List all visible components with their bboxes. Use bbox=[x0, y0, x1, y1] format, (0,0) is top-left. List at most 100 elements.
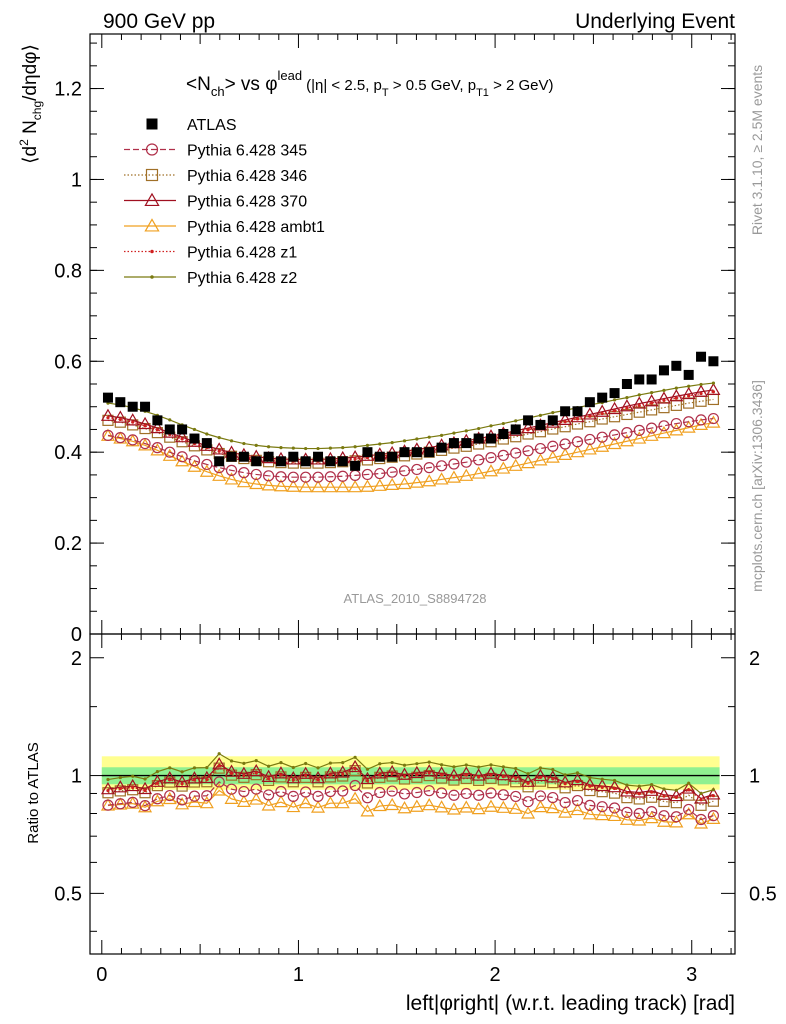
ratio-point-p345-13 bbox=[262, 789, 275, 801]
point-p345-3 bbox=[139, 437, 151, 450]
ytick-label: 0 bbox=[71, 624, 82, 646]
ratio-point-p370-12 bbox=[249, 763, 264, 777]
point-p345-35 bbox=[534, 442, 547, 455]
ratio-point-p370-13 bbox=[261, 769, 276, 782]
ratio-point-z2-35 bbox=[538, 766, 543, 770]
ratio-point-z2-26 bbox=[427, 760, 431, 764]
ratio-point-p345-38 bbox=[571, 794, 584, 807]
series-p345 bbox=[102, 412, 720, 483]
ratio-point-z1-3 bbox=[143, 788, 147, 793]
point-p345-39 bbox=[584, 433, 596, 446]
ratio-point-p345-44 bbox=[646, 806, 658, 818]
point-z1-1 bbox=[118, 417, 122, 422]
point-p370-43 bbox=[632, 396, 647, 409]
point-z1-48 bbox=[699, 391, 703, 396]
ratio-point-p345-34 bbox=[522, 796, 534, 808]
point-ambt1-33 bbox=[508, 458, 523, 471]
ratio-point-p370-1 bbox=[113, 780, 128, 793]
ratio-point-z1-27 bbox=[439, 773, 444, 777]
point-p346-48 bbox=[695, 395, 707, 407]
point-ambt1-38 bbox=[570, 444, 585, 458]
point-z2-42 bbox=[625, 396, 629, 400]
point-p345-6 bbox=[176, 451, 188, 463]
ytick-label: 0.2 bbox=[54, 533, 82, 555]
ratio-point-z1-14 bbox=[279, 773, 283, 777]
ylabel-c: /dηdφ⟩ bbox=[20, 44, 41, 101]
ratio-point-ambt1-12 bbox=[249, 792, 264, 805]
point-ambt1-40 bbox=[595, 439, 610, 452]
point-z2-7 bbox=[192, 427, 197, 432]
ratio-point-z2-29 bbox=[464, 763, 468, 767]
ratio-point-p345-15 bbox=[287, 790, 299, 803]
ratio-point-ambt1-3 bbox=[138, 800, 153, 813]
legend-marker-ATLAS bbox=[146, 118, 158, 130]
point-ATLAS-44 bbox=[646, 374, 657, 385]
point-z2-47 bbox=[687, 384, 691, 388]
point-p345-42 bbox=[621, 427, 633, 439]
point-ambt1-18 bbox=[323, 479, 338, 493]
ratio-point-z1-26 bbox=[427, 771, 431, 775]
point-p370-41 bbox=[607, 401, 622, 415]
ratio-point-z2-14 bbox=[279, 761, 283, 765]
ratio-point-z1-49 bbox=[711, 794, 716, 798]
legend-label-p346: Pythia 6.428 346 bbox=[187, 168, 307, 185]
ratio-point-p345-40 bbox=[596, 801, 608, 813]
ratio-point-p370-47 bbox=[681, 781, 696, 794]
point-p370-1 bbox=[113, 410, 128, 423]
ratio-point-z2-44 bbox=[650, 783, 654, 787]
point-ATLAS-35 bbox=[535, 419, 546, 430]
main-axes: 0 0.2 0.4 0.6 0.8 1 1.2 bbox=[54, 34, 735, 646]
point-z1-20 bbox=[353, 457, 357, 461]
ratio-point-z1-8 bbox=[205, 778, 209, 782]
series-ambt1 bbox=[100, 415, 721, 493]
ratio-point-ambt1-42 bbox=[619, 812, 634, 825]
point-p370-38 bbox=[570, 409, 585, 423]
point-ATLAS-16 bbox=[300, 456, 311, 467]
point-ambt1-36 bbox=[545, 450, 560, 463]
point-ATLAS-15 bbox=[288, 451, 299, 462]
ratio-point-ambt1-5 bbox=[162, 791, 177, 805]
ratio-point-z1-9 bbox=[217, 764, 221, 768]
point-ambt1-29 bbox=[459, 468, 474, 481]
ratio-frame bbox=[89, 633, 736, 955]
ratio-line-p346 bbox=[107, 767, 714, 807]
point-ATLAS-37 bbox=[560, 406, 571, 417]
ratio-point-p345-20 bbox=[349, 779, 361, 792]
ratio-point-p345-43 bbox=[633, 807, 645, 820]
point-z2-20 bbox=[353, 445, 357, 449]
point-ATLAS-48 bbox=[696, 351, 707, 362]
point-ATLAS-19 bbox=[337, 456, 348, 467]
ratio-point-p370-44 bbox=[644, 783, 659, 796]
point-ATLAS-20 bbox=[350, 460, 361, 471]
point-z2-31 bbox=[489, 424, 493, 428]
ratio-point-ambt1-39 bbox=[582, 807, 597, 820]
ratio-point-p345-27 bbox=[435, 787, 448, 799]
point-ambt1-30 bbox=[471, 466, 486, 479]
ratio-point-p370-8 bbox=[199, 770, 214, 784]
ratio-point-z1-36 bbox=[551, 777, 555, 781]
ratio-point-z2-48 bbox=[699, 791, 703, 796]
ratio-point-p345-4 bbox=[151, 793, 163, 805]
ratio-point-z2-0 bbox=[106, 777, 110, 782]
ratio-point-p345-22 bbox=[374, 786, 386, 799]
ratio-point-ambt1-36 bbox=[545, 800, 560, 814]
ratio-point-p370-20 bbox=[348, 759, 363, 773]
ratio-point-p345-5 bbox=[164, 789, 176, 802]
point-ATLAS-17 bbox=[313, 451, 324, 462]
point-ambt1-14 bbox=[273, 479, 288, 492]
point-p370-49 bbox=[706, 382, 721, 396]
point-p345-2 bbox=[127, 434, 139, 446]
ratio-point-p345-1 bbox=[114, 798, 126, 810]
legend-marker-p345 bbox=[145, 143, 159, 156]
ratio-point-z1-28 bbox=[452, 775, 456, 779]
ratio-point-ambt1-25 bbox=[409, 799, 424, 812]
ratio-point-ambt1-13 bbox=[261, 798, 276, 811]
ratio-point-p370-25 bbox=[409, 765, 424, 779]
point-z2-46 bbox=[674, 386, 678, 390]
point-z1-45 bbox=[662, 398, 666, 402]
point-p345-7 bbox=[188, 455, 201, 467]
ratio-line-z1 bbox=[107, 765, 714, 801]
point-p346-46 bbox=[670, 399, 682, 411]
ratio-point-ambt1-26 bbox=[422, 797, 437, 811]
point-ambt1-39 bbox=[582, 442, 597, 455]
